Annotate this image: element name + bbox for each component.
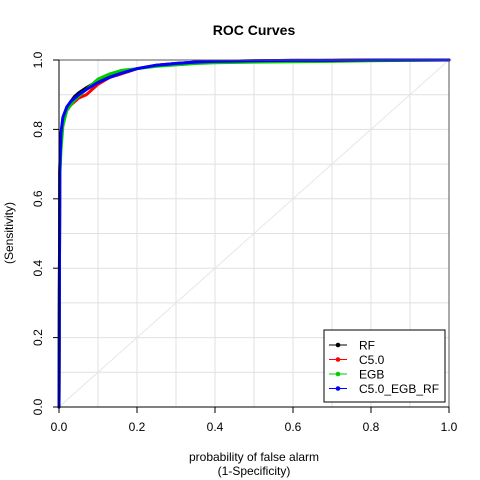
x-tick-label: 0.8 bbox=[363, 420, 380, 434]
legend-box bbox=[323, 329, 446, 403]
y-axis: 0.0 0.2 0.4 0.6 0.8 1.0 bbox=[31, 51, 60, 415]
y-tick-label: 1.0 bbox=[31, 51, 45, 68]
x-axis-label-line1: probability of false alarm bbox=[189, 450, 319, 464]
chart-title: ROC Curves bbox=[213, 22, 296, 38]
y-tick-label: 0.4 bbox=[31, 260, 45, 277]
x-axis: 0.0 0.2 0.4 0.6 0.8 1.0 bbox=[51, 406, 458, 434]
y-tick-label: 0.2 bbox=[31, 329, 45, 346]
legend-label-1: C5.0 bbox=[359, 353, 385, 367]
x-axis-label-line2: (1-Specificity) bbox=[218, 464, 291, 478]
y-axis-label-line2: (Sensitivity) bbox=[2, 202, 16, 264]
legend-marker-0 bbox=[335, 342, 341, 348]
y-tick-label: 0.6 bbox=[31, 190, 45, 207]
x-tick-label: 1.0 bbox=[441, 420, 458, 434]
y-tick-label: 0.0 bbox=[31, 398, 45, 415]
y-tick-label: 0.8 bbox=[31, 121, 45, 138]
legend-marker-3 bbox=[335, 386, 341, 391]
legend-label-3: C5.0_EGB_RF bbox=[359, 382, 439, 396]
legend-marker-1 bbox=[335, 357, 341, 362]
legend-label-2: EGB bbox=[359, 368, 384, 382]
diagonal-reference-line bbox=[58, 59, 450, 408]
x-tick-label: 0.6 bbox=[285, 420, 302, 434]
legend-marker-2 bbox=[335, 371, 341, 377]
legend-label-0: RF bbox=[359, 339, 375, 353]
x-tick-label: 0.2 bbox=[129, 420, 146, 434]
x-tick-label: 0.4 bbox=[207, 420, 224, 434]
x-tick-label: 0.0 bbox=[51, 420, 68, 434]
